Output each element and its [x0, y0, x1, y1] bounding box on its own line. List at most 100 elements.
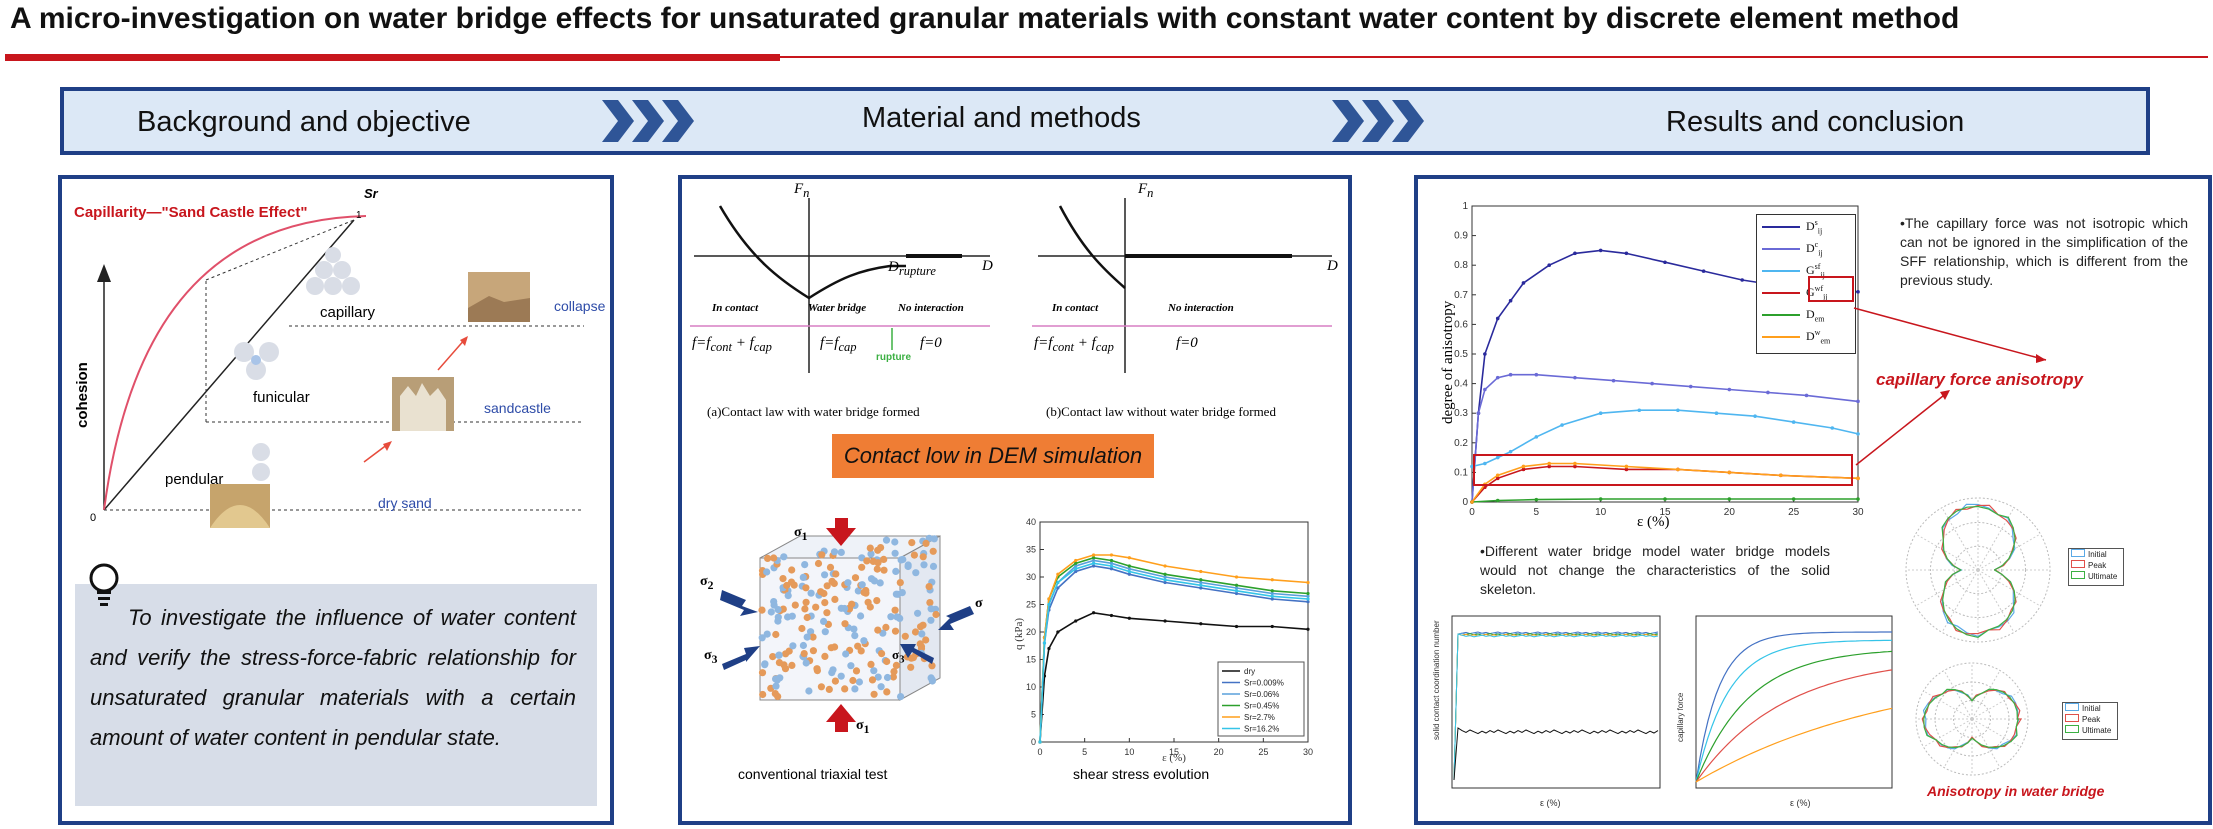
- particle: [929, 547, 937, 555]
- polar-plot-capillary: [1905, 497, 2051, 643]
- legend-swatch: [2065, 725, 2079, 733]
- x-tick-label: 25: [1258, 747, 1268, 757]
- series-point: [1092, 611, 1096, 615]
- anisotropy-legend: [1756, 214, 1856, 354]
- y-tick-label: 5: [1031, 710, 1036, 720]
- particle: [869, 557, 877, 565]
- series-point: [1534, 497, 1539, 502]
- x-tick-label: 10: [1595, 507, 1607, 518]
- particle: [821, 652, 829, 660]
- particle: [841, 604, 849, 613]
- particle: [802, 584, 810, 592]
- sr-label: Sr: [364, 186, 378, 201]
- particle: [904, 562, 912, 571]
- legend-label: Sr=2.7%: [1244, 713, 1275, 722]
- eq-contact-b: f=fcont + fcap: [1034, 335, 1114, 354]
- sigma2-label: σ2: [700, 574, 714, 592]
- polar-grid-spoke: [1971, 718, 2001, 768]
- particle: [851, 685, 859, 693]
- particle: [782, 650, 790, 658]
- series-point: [1270, 597, 1274, 601]
- particle: [818, 551, 826, 559]
- legend-swatch: [1762, 314, 1800, 317]
- anisotropy-ylabel: degree of anisotropy: [1440, 300, 1456, 424]
- particle: [860, 637, 868, 645]
- capillary-ylabel: capillary force: [1676, 692, 1685, 742]
- particle: [927, 616, 935, 624]
- series-point: [1766, 390, 1770, 395]
- particle: [791, 601, 799, 609]
- particle: [781, 665, 790, 673]
- polar-legend: Initial Peak Ultimate: [2062, 702, 2118, 740]
- series-point: [1663, 260, 1667, 265]
- particle: [798, 624, 806, 633]
- polar-series-3: [1941, 505, 2016, 639]
- polar-grid-spoke: [1977, 507, 2015, 571]
- legend-label: Initial: [2088, 550, 2107, 559]
- x-tick-label: 20: [1724, 507, 1736, 518]
- polar-grid-ring: [1915, 662, 2029, 776]
- series-point: [1056, 572, 1060, 576]
- objective-text: To investigate the influence of water co…: [90, 605, 576, 750]
- particle: [771, 690, 779, 698]
- chevron-arrows-icon-1: [602, 100, 694, 142]
- particle: [772, 630, 780, 639]
- particle: [878, 650, 886, 658]
- triaxial-caption: conventional triaxial test: [738, 766, 888, 782]
- series-point: [1547, 263, 1551, 267]
- particle: [883, 657, 891, 666]
- particle: [848, 600, 856, 608]
- particle: [849, 676, 857, 685]
- series-point: [1306, 600, 1310, 604]
- series-point: [1495, 375, 1500, 380]
- particle: [887, 613, 895, 621]
- legend-swatch: [2071, 549, 2085, 557]
- series-point: [1234, 586, 1239, 590]
- polar-grid-spoke: [1915, 569, 1979, 607]
- sigma1-bottom-arrow-icon: [826, 704, 856, 732]
- series-point: [1495, 476, 1500, 481]
- triaxial-cube-diagram: [720, 518, 974, 732]
- y-tick-label: 25: [1026, 600, 1036, 610]
- particle: [929, 562, 938, 570]
- particle: [912, 569, 920, 577]
- series-point: [1074, 569, 1078, 574]
- particle: [809, 647, 817, 655]
- polar-legend-item: Ultimate: [2069, 571, 2123, 582]
- series-point: [1483, 461, 1487, 466]
- particle: [803, 633, 811, 641]
- series-point: [1727, 497, 1732, 501]
- x-tick-label: 20: [1214, 747, 1224, 757]
- particle: [775, 659, 783, 667]
- particle: [876, 579, 884, 587]
- objective-box: [75, 584, 597, 806]
- series-point: [1598, 411, 1603, 415]
- series-point: [1074, 564, 1078, 568]
- x-tick-label: 30: [1852, 507, 1864, 518]
- y-tick-label: 0.2: [1454, 438, 1468, 449]
- series-point: [1127, 556, 1131, 560]
- capillary-anisotropy-label: capillary force anisotropy: [1876, 370, 2083, 389]
- series-point: [1042, 641, 1047, 645]
- particle: [821, 628, 829, 636]
- particle: [867, 550, 875, 558]
- series-point: [1791, 420, 1796, 424]
- lightbulb-icon: [89, 563, 119, 606]
- legend-label: Initial: [2082, 704, 2101, 713]
- particle: [788, 566, 796, 574]
- polar-legend-item: Peak: [2069, 560, 2123, 571]
- legend-swatch: [1762, 270, 1800, 273]
- dry-sand-label: dry sand: [378, 495, 432, 511]
- particle: [898, 589, 906, 597]
- capillary-note: •The capillary force was not isotropic w…: [1900, 215, 2188, 288]
- series-point: [1856, 290, 1860, 294]
- origin-label: 0: [90, 512, 97, 524]
- series-point: [1306, 627, 1310, 631]
- legend-swatch: [1762, 292, 1800, 295]
- legend-label: Sr=0.009%: [1244, 679, 1284, 688]
- particle: [874, 626, 882, 634]
- title-rule-thick: [5, 54, 780, 61]
- particle: [922, 636, 930, 644]
- sigma-inner-label: σ3: [892, 647, 905, 666]
- series-point: [1547, 461, 1551, 466]
